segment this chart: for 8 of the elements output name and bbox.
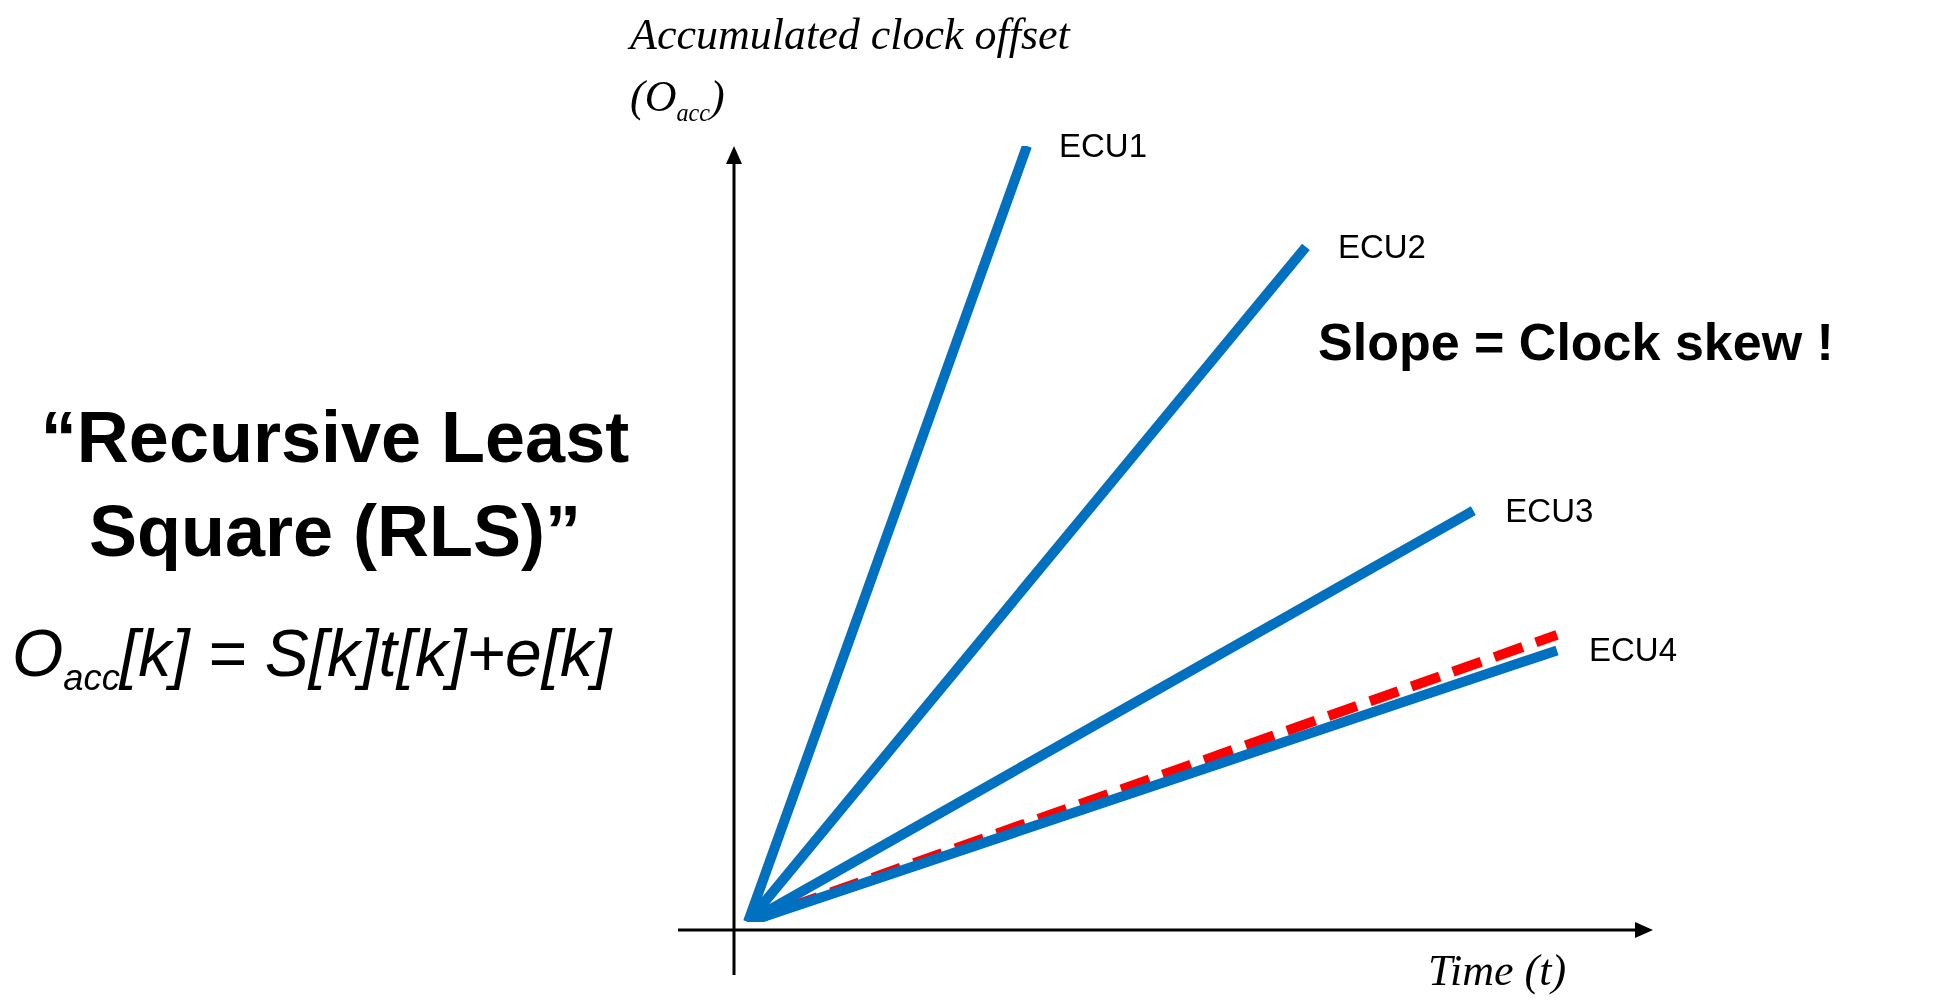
series-label: ECU2: [1337, 227, 1426, 265]
text: O$_{acc}$[k] = S[k]t[k]+e[k]: [12, 615, 612, 700]
series-label: ECU4: [1589, 631, 1678, 669]
text: “Recursive Least Square (RLS)”: [39, 396, 631, 573]
series-label: ECU1: [1058, 127, 1147, 165]
x-axis-title: Time (t): [1428, 945, 1567, 996]
annotation: Slope = Clock skew !: [1318, 312, 1834, 372]
series-label: ECU3: [1505, 491, 1594, 529]
